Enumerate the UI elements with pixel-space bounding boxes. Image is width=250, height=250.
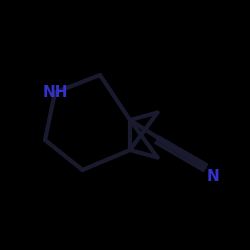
- Text: NH: NH: [42, 85, 68, 100]
- Text: N: N: [206, 169, 219, 184]
